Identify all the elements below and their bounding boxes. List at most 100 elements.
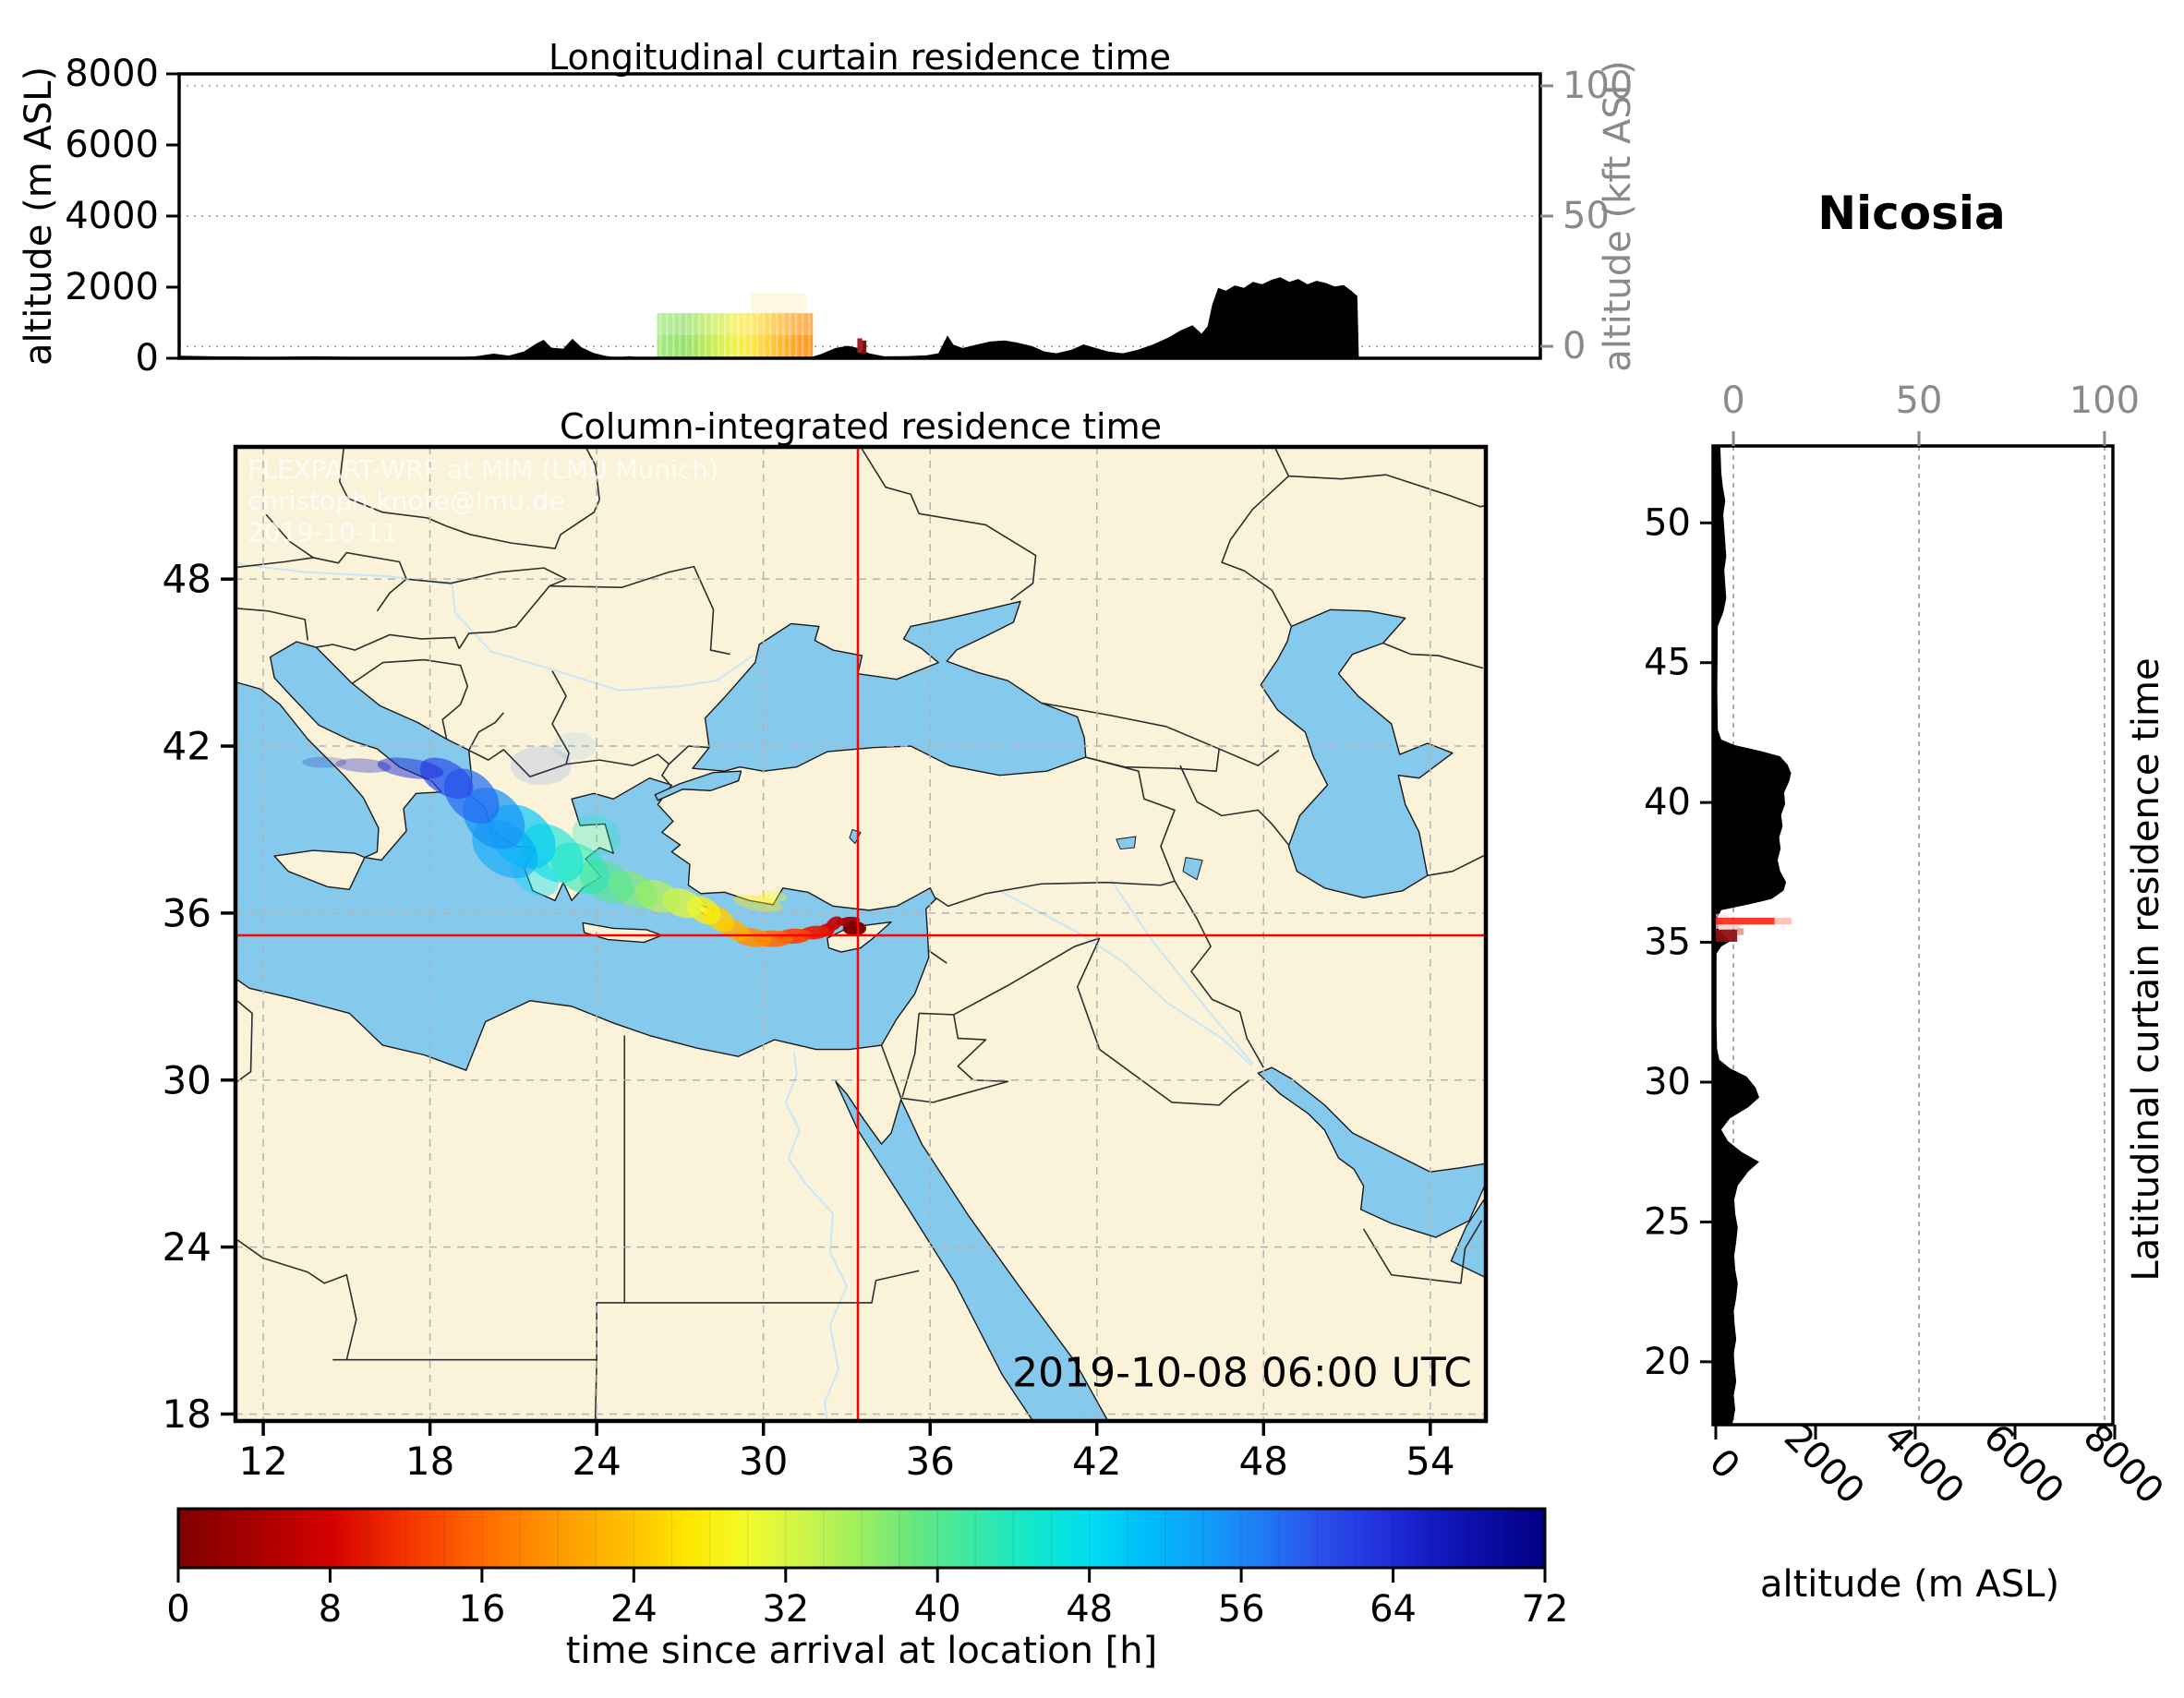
lon-tick-label: 42: [1072, 1439, 1121, 1484]
watermark-line-2: christoph.knote@lmu.de: [247, 486, 565, 516]
latitudinal-plume-bar: [1716, 917, 1775, 925]
country-border: [860, 447, 1037, 601]
country-border: [1174, 880, 1264, 1068]
country-border: [624, 1270, 920, 1304]
lon-tick-label: 36: [905, 1439, 954, 1484]
latitudinal-plume-bar: [1737, 928, 1744, 935]
country-border: [1179, 765, 1289, 846]
latitudinal-plume-bar: [1716, 913, 1729, 918]
lat-tick-label: 42: [163, 724, 211, 769]
lat-tick-label: 36: [163, 890, 211, 935]
lake: [1182, 857, 1203, 881]
country-border: [1041, 702, 1280, 766]
country-border: [1362, 1220, 1483, 1284]
colorbar-tick-label: 72: [1522, 1588, 1569, 1631]
colorbar-frame: [176, 1507, 1547, 1570]
plume-blob: [510, 746, 573, 786]
alt-tick-label-rotated: 2000: [1776, 1416, 1873, 1513]
country-border: [235, 1237, 357, 1360]
country-border: [549, 565, 730, 656]
lat-tick-label: 30: [163, 1057, 211, 1102]
country-border: [316, 633, 460, 651]
lat-tick-label: 40: [1644, 781, 1691, 824]
lat-tick-label: 45: [1644, 642, 1691, 684]
plume-blob: [302, 756, 347, 768]
colorbar-tick-label: 32: [762, 1588, 809, 1631]
lat-tick-label: 50: [1644, 501, 1691, 544]
lon-tick-label: 30: [739, 1439, 788, 1484]
map-frame: [233, 444, 1489, 1424]
map-title: Column-integrated residence time: [560, 406, 1162, 447]
curtain-plume-spike: [862, 340, 867, 355]
altitude-kft-asl-right-label: altitude (kft ASL): [1597, 60, 1639, 372]
lat-tick-label: 30: [1644, 1061, 1691, 1103]
plume-source-core: [844, 921, 865, 936]
lon-tick-label: 18: [405, 1439, 454, 1484]
ytick-label-m: 2000: [65, 266, 159, 308]
colorbar-tick-label: 16: [458, 1588, 505, 1631]
kft-top-tick-label: 0: [1721, 379, 1744, 422]
country-border: [235, 551, 407, 612]
lat-tick-label: 18: [163, 1391, 211, 1437]
country-border: [900, 1014, 1009, 1103]
colorbar-tick-label: 56: [1218, 1588, 1265, 1631]
river: [235, 562, 756, 692]
station-title: Nicosia: [1817, 187, 2006, 240]
lat-tick-label: 35: [1644, 921, 1691, 964]
kft-top-tick-label: 50: [1896, 379, 1943, 422]
island-crete: [582, 921, 663, 944]
sea-caspian: [1260, 608, 1454, 899]
colorbar-tick-label: 24: [610, 1588, 658, 1631]
country-border: [1085, 756, 1176, 882]
lon-tick-label: 12: [238, 1439, 287, 1484]
sea-mediterranean: [235, 641, 936, 1071]
country-border: [928, 949, 947, 964]
river: [784, 1052, 849, 1421]
terrain-profile-longitudinal: [179, 277, 1540, 358]
lat-tick-label: 20: [1644, 1341, 1691, 1383]
curtain-plume-spike: [857, 338, 863, 354]
country-border: [1076, 937, 1101, 1050]
country-border: [1221, 476, 1293, 627]
river: [1109, 879, 1254, 1065]
lon-tick-label: 54: [1406, 1439, 1454, 1484]
terrain-profile-latitudinal: [1713, 446, 1792, 1425]
lon-tick-label: 24: [572, 1439, 621, 1484]
country-border: [585, 447, 600, 500]
ytick-label-kft: 100: [1563, 65, 1633, 107]
plume-blob: [759, 890, 788, 902]
curtain-plume-stripes: [657, 313, 814, 358]
altitude-m-asl-bottom-label: altitude (m ASL): [1759, 1563, 2060, 1606]
curtain-plume-haze: [751, 293, 807, 314]
alt-tick-label-rotated: 8000: [2075, 1416, 2172, 1513]
country-border: [265, 513, 314, 559]
right-panel-frame: [1711, 444, 2115, 1427]
sea-red_sea: [835, 1080, 1109, 1421]
country-border: [468, 749, 671, 786]
longitudinal-curtain-title: Longitudinal curtain residence time: [549, 37, 1171, 78]
watermark-line-1: FLEXPART-WRF at MIM (LMU Munich): [247, 454, 718, 485]
latitudinal-plume-bar: [1774, 917, 1792, 925]
country-border: [235, 998, 253, 1084]
colorbar-tick-label: 8: [319, 1588, 342, 1631]
colorbar-tick-label: 64: [1370, 1588, 1417, 1631]
alt-tick-label-rotated: 0: [1701, 1441, 1748, 1488]
kft-top-tick-label: 100: [2069, 379, 2140, 422]
altitude-m-asl-left-label: altitude (m ASL): [18, 66, 60, 367]
sea-black_sea: [692, 600, 1087, 777]
timestamp-label: 2019-10-08 06:00 UTC: [1012, 1349, 1472, 1397]
country-border: [901, 1013, 920, 1098]
plume-blob: [552, 731, 597, 761]
ytick-label-m: 6000: [65, 124, 159, 166]
map-layers: [235, 447, 1486, 1421]
colorbar-tick-label: 48: [1066, 1588, 1113, 1631]
latitudinal-plume-bar: [1716, 924, 1740, 930]
lat-tick-label: 25: [1644, 1200, 1691, 1243]
ytick-label-m: 4000: [65, 195, 159, 237]
country-border: [339, 447, 600, 549]
watermark-line-3: 2019-10-11: [247, 517, 398, 548]
lat-tick-label: 24: [163, 1224, 211, 1270]
lon-tick-label: 48: [1239, 1439, 1288, 1484]
